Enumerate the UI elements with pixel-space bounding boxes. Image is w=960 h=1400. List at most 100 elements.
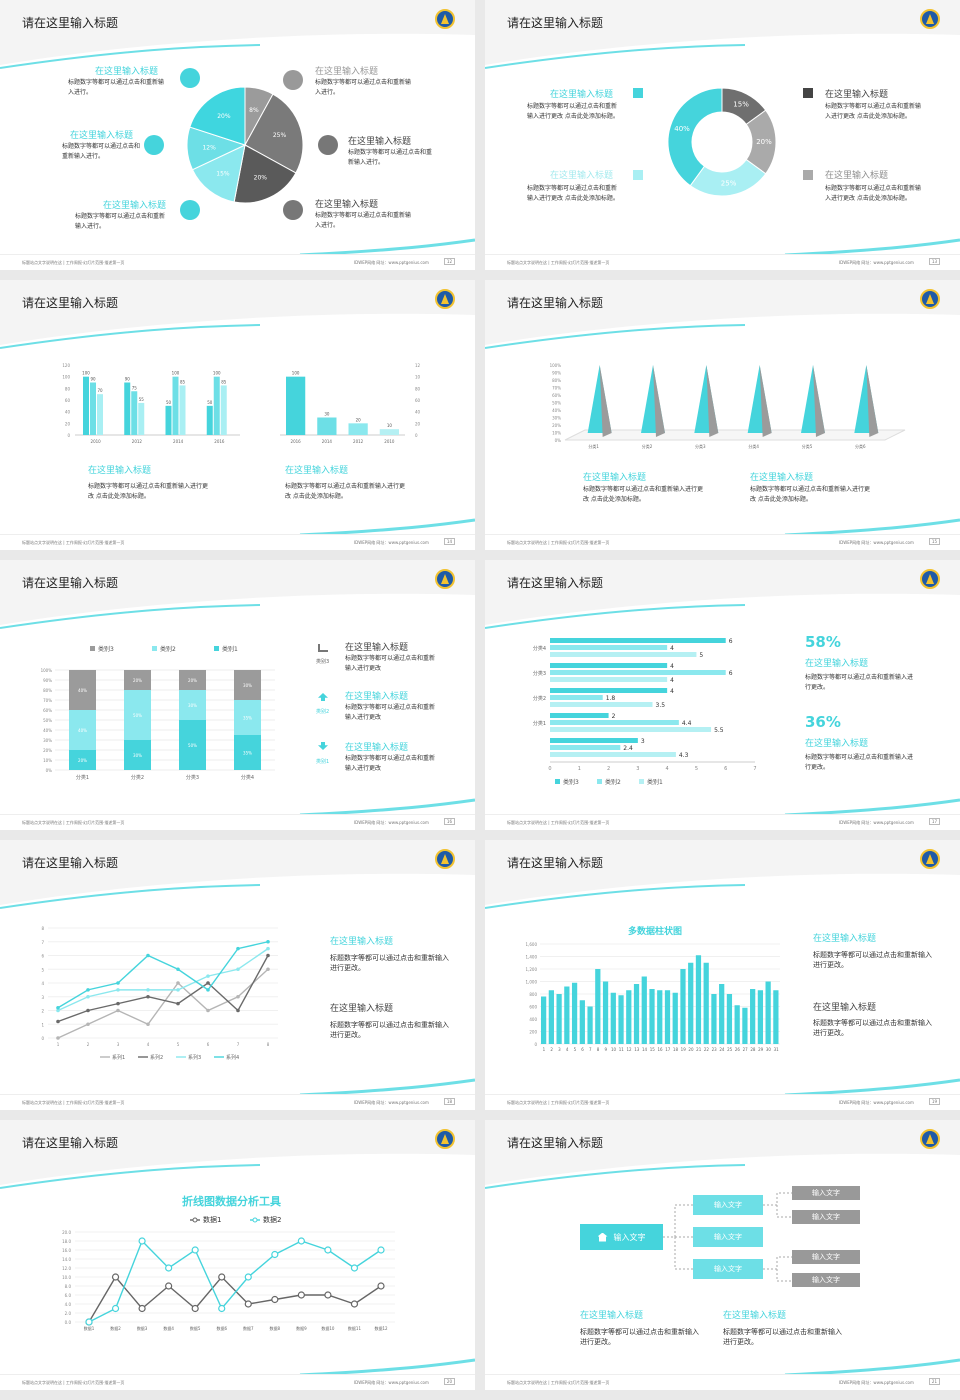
slide-title: 请在这里输入标题 xyxy=(22,296,119,310)
bar xyxy=(773,990,779,1044)
leaf-node[interactable]: 输入文字 xyxy=(792,1186,860,1200)
data-label: 50 xyxy=(166,400,172,405)
slice-label: 20% xyxy=(756,138,772,146)
slide-cones[interactable]: 请在这里输入标题 100% 90% 80% 70% 60% 50% 40% 30% 20% 10%… xyxy=(485,280,960,550)
leaf-node[interactable]: 输入文字 xyxy=(792,1210,860,1224)
data-label: 100 xyxy=(292,371,300,376)
slice-label: 15% xyxy=(216,170,230,177)
logo-icon xyxy=(435,569,455,589)
label-heading: 在这里输入标题 xyxy=(550,90,614,100)
category-label: 分类5 xyxy=(802,443,813,449)
slice-label: 40% xyxy=(674,125,690,133)
slide-hbar[interactable]: 请在这里输入标题 分类4 6 4 5 分类3 4 6 4 分类2 4 1.8 3.5 分类1 2 4.4 5.… xyxy=(485,560,960,830)
bar xyxy=(618,995,624,1044)
slide-donut[interactable]: 请在这里输入标题 15% 20% 25% 40% 在这里输入标题 标题数字等都可以通过… xyxy=(485,0,960,270)
cone-shade xyxy=(706,365,719,437)
data-label: 10 xyxy=(387,423,393,428)
checkbox-icon[interactable] xyxy=(803,88,813,98)
slide-pie[interactable]: 请在这里输入标题 8% 25% 20% 15% 12% 20% 在这里输入标题 标题数字等… xyxy=(0,0,475,270)
data-point xyxy=(86,1008,90,1013)
category-label: 分类3 xyxy=(695,443,706,449)
slide-columns[interactable]: 请在这里输入标题 0 20 40 60 80 100 120 100 90 70 2010 90 75 5… xyxy=(0,280,475,550)
bar xyxy=(602,981,609,1044)
data-point xyxy=(56,1036,60,1040)
tick-label: 120 xyxy=(415,363,420,368)
slide-title: 请在这里输入标题 xyxy=(507,856,604,870)
bar xyxy=(550,638,726,643)
tick-label: 3 xyxy=(41,995,44,1000)
tick-label: 40% xyxy=(552,408,561,413)
mid-node[interactable]: 输入文字 xyxy=(693,1259,763,1279)
bar xyxy=(587,1006,593,1044)
legend-label: 系列2 xyxy=(150,1054,163,1061)
data-point xyxy=(350,1300,359,1308)
slide-line-tool[interactable]: 请在这里输入标题 折线图数据分析工具 数据1 数据2 0.0 2.0 4.0 6.0 8.0… xyxy=(0,1120,475,1390)
tick-label: 4 xyxy=(41,981,44,986)
slide-multibar[interactable]: 请在这里输入标题 多数据柱状图 0 200 400 600 800 1,000 1,200 1… xyxy=(485,840,960,1110)
checkbox-icon[interactable] xyxy=(803,170,813,180)
data-point xyxy=(86,994,90,999)
data-label: 4 xyxy=(670,663,674,670)
tick-label: 80% xyxy=(552,378,561,383)
category-label: 分类1 xyxy=(588,443,599,449)
line-chart: 0 1 2 3 4 5 6 7 8 1 2 3 4 5 6 7 8 系列1 系列2 系列3 系列4 xyxy=(41,926,278,1061)
category-label: 数据11 xyxy=(348,1325,362,1331)
data-label: 3.5 xyxy=(656,702,666,709)
series-line xyxy=(57,955,269,1023)
tick-label: 8 xyxy=(41,926,44,931)
data-label: 50% xyxy=(188,743,197,748)
data-label: 55 xyxy=(139,397,145,402)
category-label: 数据5 xyxy=(190,1325,201,1331)
legend-swatch xyxy=(639,779,644,784)
logo-icon xyxy=(920,1129,940,1149)
tick-label: 6 xyxy=(41,954,44,959)
bar xyxy=(680,969,686,1044)
label-body: 标题数字等都可以通过点击和重新输入进行更改 点击此处添加标题。 xyxy=(88,483,209,500)
footer: 标题站点文字说明在这 | 工作周报·幻灯片范围·描述第一页 IDWEP网络 网址：… xyxy=(0,1094,475,1110)
slide-tree[interactable]: 请在这里输入标题 输入文字 输入文字 输入文字 输入文字 输入文字 输入文字 输… xyxy=(485,1120,960,1390)
leaf-node[interactable]: 输入文字 xyxy=(792,1250,860,1264)
label-body: 标题数字等都可以通过点击和重新输入进行更改。 xyxy=(813,951,932,969)
mid-node[interactable]: 输入文字 xyxy=(693,1195,763,1215)
root-node[interactable]: 输入文字 xyxy=(580,1224,663,1250)
label-body: 标题数字等都可以通过点击和重新输入进行更改。 xyxy=(813,1019,932,1037)
label-body: 标题数字等都可以通过点击和重新输入进行更改 点击此处添加标题。 xyxy=(527,103,619,120)
tick-label: 6 xyxy=(207,1042,210,1047)
label-heading: 在这里输入标题 xyxy=(348,137,412,147)
leaf-node[interactable]: 输入文字 xyxy=(792,1273,860,1287)
data-point xyxy=(218,1304,226,1313)
data-label: 30% xyxy=(188,703,197,708)
bar xyxy=(379,429,399,435)
label-body: 标题数字等都可以通过点击和重新输入进行更改。 xyxy=(580,1328,699,1346)
category-label: 21 xyxy=(696,1047,702,1052)
swoosh-decoration xyxy=(485,840,960,1097)
tick-label: 10% xyxy=(552,431,561,436)
data-point xyxy=(266,946,270,951)
slide-line[interactable]: 请在这里输入标题 0 1 2 3 4 5 6 7 8 1 2 3 4 5 6 7 8 系列1 系列2 系列3 系列4 在… xyxy=(0,840,475,1110)
category-label: 2014 xyxy=(173,439,184,444)
stacked-chart: 类别3 类别2 类别1 0% 10% 20% 30% 40% 50% 60% 70% 80% 90% 10… xyxy=(41,645,275,781)
bar xyxy=(124,382,131,435)
label-body: 标题数字等都可以通过点击和重新输入进行更改 xyxy=(345,655,436,672)
data-point xyxy=(244,1300,252,1308)
slide-title: 请在这里输入标题 xyxy=(507,1136,604,1150)
logo-icon xyxy=(435,9,455,29)
bar xyxy=(550,727,712,732)
tick-label: 0 xyxy=(534,1042,537,1047)
category-label: 30 xyxy=(766,1047,772,1052)
slide-stacked[interactable]: 请在这里输入标题 类别3 类别2 类别1 0% 10% 20% 30% 40% 50% 60% 70… xyxy=(0,560,475,830)
legend-label: 类别3 xyxy=(98,645,114,653)
slice-label: 8% xyxy=(249,107,259,114)
bar xyxy=(564,986,570,1044)
label-body: 标题数字等都可以通过点击和重新输入进行。 xyxy=(348,149,433,166)
bar xyxy=(348,423,368,435)
checkbox-icon[interactable] xyxy=(633,170,643,180)
mid-node[interactable]: 输入文字 xyxy=(693,1227,763,1247)
swoosh-decoration xyxy=(0,1120,475,1377)
pie-slice xyxy=(244,93,304,174)
data-label: 90 xyxy=(125,377,131,382)
tick-label: 7 xyxy=(753,766,756,772)
label-body: 标题数字等都可以通过点击和重新输入进行更改。 xyxy=(805,754,914,771)
tick-label: 0 xyxy=(415,433,418,438)
checkbox-icon[interactable] xyxy=(633,88,643,98)
